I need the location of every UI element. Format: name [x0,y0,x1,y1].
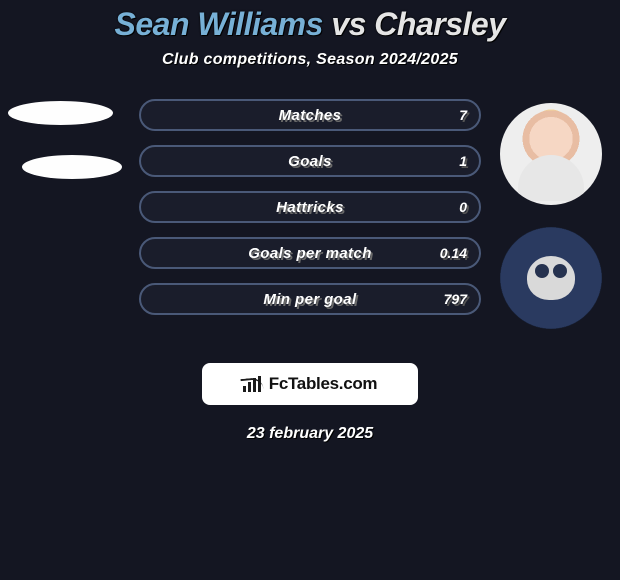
club-crest-icon [500,227,602,329]
avatar-placeholder-1 [8,101,113,125]
stat-row-min-per-goal: Min per goal 797 [139,283,481,315]
stat-row-goals-per-match: Goals per match 0.14 [139,237,481,269]
stat-label: Min per goal [139,283,481,315]
stat-label: Goals per match [139,237,481,269]
stat-row-hattricks: Hattricks 0 [139,191,481,223]
brand-text: FcTables.com [269,374,378,394]
player2-name: Charsley [374,6,505,42]
player1-name: Sean Williams [115,6,323,42]
stat-bars: Matches 7 Goals 1 Hattricks 0 Goals per … [139,99,481,329]
stat-right-value: 0.14 [440,237,467,269]
stat-right-value: 7 [459,99,467,131]
fctables-logo-icon [243,376,263,392]
stat-right-value: 797 [444,283,467,315]
avatar-placeholder-2 [22,155,122,179]
stat-label: Hattricks [139,191,481,223]
stat-row-matches: Matches 7 [139,99,481,131]
stat-label: Matches [139,99,481,131]
left-avatars [8,99,122,209]
date-line: 23 february 2025 [0,425,620,443]
player-headshot-icon [500,103,602,205]
stats-area: Matches 7 Goals 1 Hattricks 0 Goals per … [0,99,620,349]
right-avatars [500,103,602,351]
versus-text: vs [331,6,366,42]
stat-right-value: 0 [459,191,467,223]
owl-icon [521,248,581,308]
stat-row-goals: Goals 1 [139,145,481,177]
stat-right-value: 1 [459,145,467,177]
stat-label: Goals [139,145,481,177]
brand-pill[interactable]: FcTables.com [202,363,418,405]
subtitle: Club competitions, Season 2024/2025 [0,51,620,69]
comparison-title: Sean Williams vs Charsley [0,0,620,43]
